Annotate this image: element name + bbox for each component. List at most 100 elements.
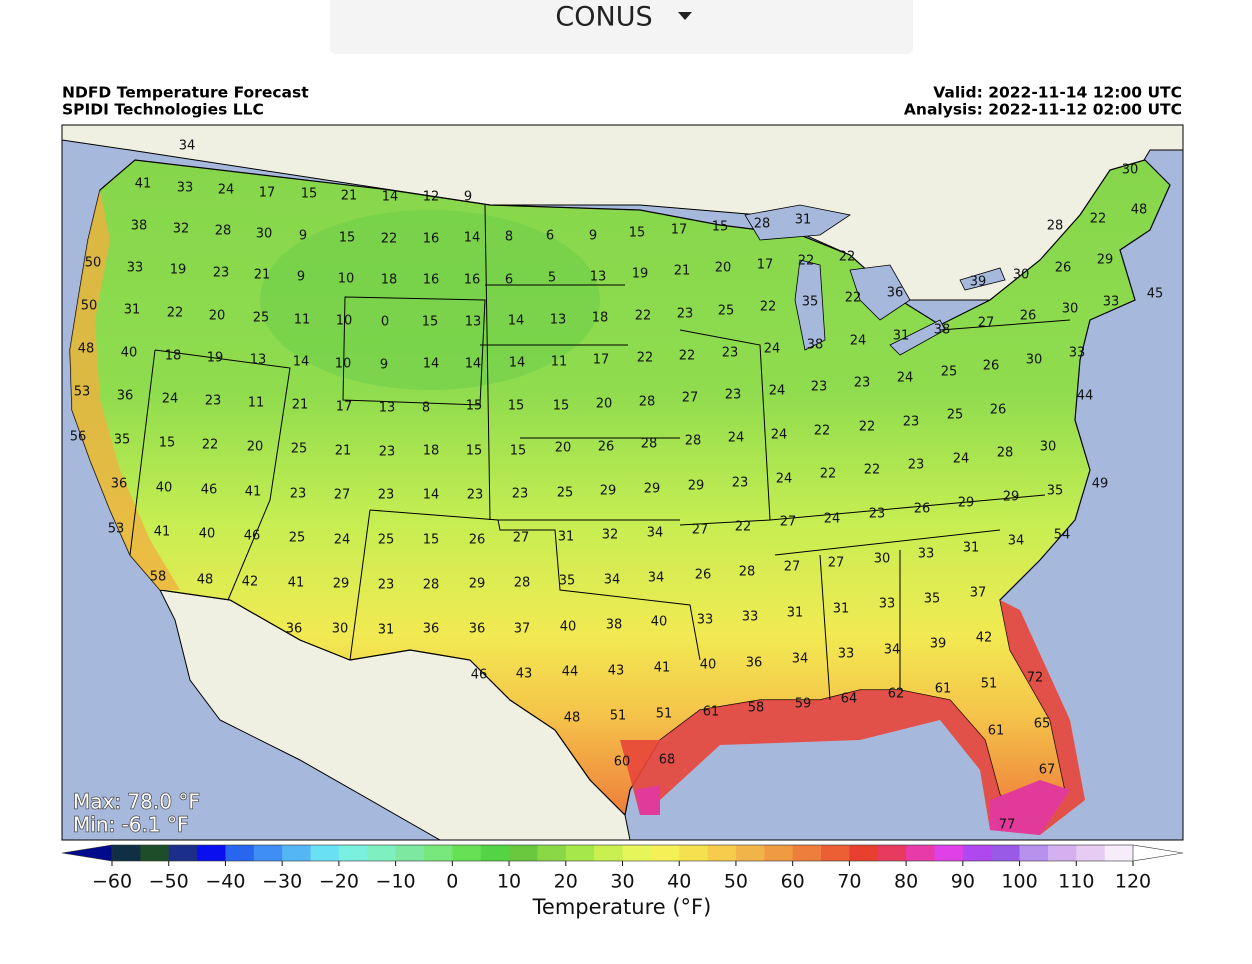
colorbar-tick-label: 70	[837, 871, 861, 893]
temperature-label: 24	[218, 183, 235, 198]
temperature-label: 77	[999, 818, 1016, 833]
colorbar-segment	[707, 845, 737, 861]
temperature-label: 43	[516, 667, 533, 682]
temperature-label: 18	[423, 444, 440, 459]
colorbar-segment	[197, 845, 226, 861]
temperature-label: 19	[207, 351, 224, 366]
temperature-label: 33	[697, 613, 714, 628]
temperature-label: 25	[378, 533, 395, 548]
colorbar-segment	[480, 845, 510, 861]
colorbar-tick-label: 50	[724, 871, 748, 893]
temperature-label: 20	[715, 261, 732, 276]
colorbar-segment	[877, 845, 907, 861]
temperature-label: 72	[1027, 671, 1044, 686]
temperature-label: 26	[914, 502, 931, 517]
temperature-label: 51	[981, 677, 998, 692]
temperature-label: 48	[197, 573, 214, 588]
temperature-label: 22	[859, 420, 876, 435]
temperature-label: 58	[150, 570, 167, 585]
temperature-label: 31	[558, 530, 575, 545]
colorbar-segment	[821, 845, 850, 861]
temperature-label: 22	[820, 467, 837, 482]
temperature-label: 67	[1039, 763, 1056, 778]
temperature-label: 28	[639, 395, 656, 410]
temperature-label: 6	[546, 229, 554, 244]
temperature-label: 13	[590, 270, 607, 285]
map-body: 34 41 33 24 17 15 21 14 12 9 38 32 28 30 9 15 22 16 14 8 6 9 1…	[62, 125, 1183, 840]
temperature-label: 48	[78, 342, 95, 357]
colorbar-segment	[792, 845, 822, 861]
dropdown-caret[interactable]	[678, 12, 692, 20]
temperature-label: 29	[333, 577, 350, 592]
temperature-label: 20	[596, 397, 613, 412]
temperature-label: 10	[338, 272, 355, 287]
temperature-label: 16	[464, 273, 481, 288]
temperature-label: 59	[795, 697, 812, 712]
temperature-label: 14	[508, 314, 525, 329]
temperature-label: 28	[215, 224, 232, 239]
temperature-label: 29	[1003, 490, 1020, 505]
temperature-label: 9	[464, 190, 472, 205]
temperature-label: 40	[121, 346, 138, 361]
temperature-label: 24	[764, 342, 781, 357]
temperature-label: 23	[725, 388, 742, 403]
temperature-label: 19	[170, 263, 187, 278]
hot-region	[990, 780, 1070, 835]
temperature-label: 32	[602, 528, 619, 543]
colorbar-segment	[565, 845, 595, 861]
temperature-label: 35	[1047, 484, 1064, 499]
temperature-label: 37	[514, 622, 531, 637]
colorbar-tick-label: 120	[1115, 871, 1151, 893]
temperature-label: 30	[1026, 353, 1043, 368]
temperature-label: 39	[930, 637, 947, 652]
temperature-label: 38	[807, 338, 824, 353]
colorbar-segment	[764, 845, 794, 861]
colorbar: −60 −50 −40 −30 −20 −10 0 10 20 30 40 50 60 70 80 90 100…	[61, 844, 1184, 893]
temperature-label: 22	[839, 250, 856, 265]
temperature-label: 14	[293, 355, 310, 370]
temperature-label: 61	[988, 724, 1005, 739]
temperature-label: 24	[776, 472, 793, 487]
temperature-label: 13	[250, 353, 267, 368]
region-dropdown[interactable]: CONUS	[330, 0, 913, 54]
map-frame	[61, 124, 1184, 841]
dropdown-label[interactable]: CONUS	[555, 2, 652, 33]
temperature-label: 31	[795, 213, 812, 228]
temperature-label: 28	[641, 437, 658, 452]
temperature-label: 16	[423, 273, 440, 288]
temperature-label: 25	[941, 365, 958, 380]
temperature-label: 31	[378, 623, 395, 638]
temperature-label: 14	[464, 231, 481, 246]
colorbar-segment	[934, 845, 964, 861]
temperature-label: 22	[637, 351, 654, 366]
temperature-label: 15	[159, 436, 176, 451]
colorbar-segment	[395, 845, 425, 861]
dropdown-box[interactable]	[330, 0, 913, 54]
temperature-label: 30	[1122, 163, 1139, 178]
temperature-label: 28	[423, 578, 440, 593]
temperature-label: 44	[1077, 389, 1094, 404]
colorbar-segment	[367, 845, 397, 861]
temperature-label: 68	[659, 753, 676, 768]
temperature-label: 9	[297, 270, 305, 285]
temperature-label: 22	[845, 291, 862, 306]
temperature-label: 27	[828, 556, 845, 571]
temperature-label: 5	[548, 271, 556, 286]
temperature-label: 24	[850, 334, 867, 349]
colorbar-segment	[537, 845, 567, 861]
temperature-label: 39	[970, 275, 987, 290]
temperature-label: 29	[469, 577, 486, 592]
temperature-label: 50	[81, 299, 98, 314]
temperature-label: 28	[997, 446, 1014, 461]
colorbar-tick-label: 100	[1001, 871, 1037, 893]
temperature-label: 20	[247, 440, 264, 455]
temperature-label: 17	[259, 186, 276, 201]
colorbar-tick-label: 20	[554, 871, 578, 893]
temperature-label: 28	[514, 576, 531, 591]
temperature-label: 37	[970, 586, 987, 601]
temperature-label: 21	[335, 444, 352, 459]
temperature-label: 11	[248, 396, 265, 411]
temperature-label: 18	[381, 273, 398, 288]
temperature-label: 34	[179, 139, 196, 154]
temperature-label: 29	[958, 496, 975, 511]
